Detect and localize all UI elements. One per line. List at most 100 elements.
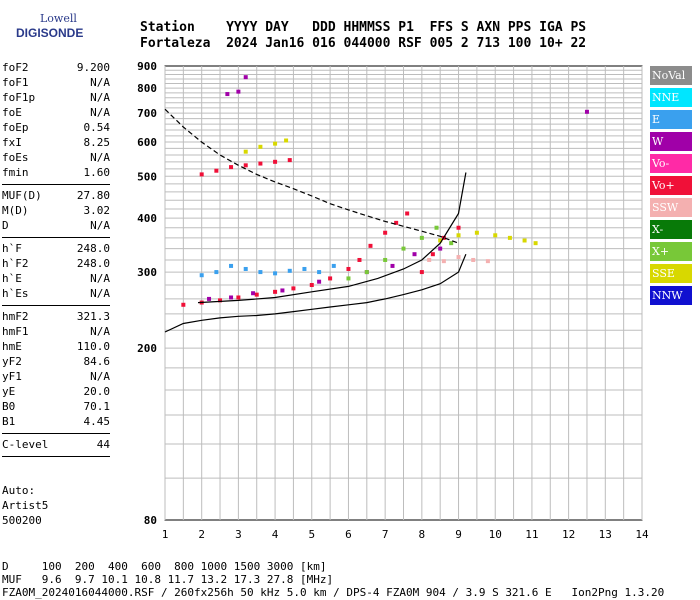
- legend-item-ssw: SSW: [650, 198, 692, 217]
- data-point: [357, 257, 362, 262]
- footer-d-line: D 100 200 400 600 800 1000 1500 3000 [km…: [2, 560, 327, 573]
- param-label: M(D): [2, 204, 29, 217]
- data-point: [258, 161, 263, 166]
- data-point: [284, 138, 289, 143]
- param-row: MUF(D) 27.80: [2, 188, 110, 203]
- data-point: [229, 295, 234, 300]
- param-row: yF2 84.6: [2, 354, 110, 369]
- data-point: [471, 257, 476, 262]
- data-point: [258, 144, 263, 149]
- param-label: hmF2: [2, 310, 29, 323]
- data-point: [383, 257, 388, 262]
- legend-item-vo: Vo-: [650, 154, 692, 173]
- param-label: foF2: [2, 61, 29, 74]
- param-separator: [2, 433, 110, 434]
- data-point: [430, 252, 435, 257]
- data-point: [438, 238, 443, 243]
- data-point: [456, 255, 461, 260]
- data-point: [368, 243, 373, 248]
- param-separator: [2, 305, 110, 306]
- param-row: h`F2 248.0: [2, 256, 110, 271]
- auto-line2: Artist5: [2, 499, 49, 512]
- data-point: [419, 235, 424, 240]
- x-tick-label: 12: [562, 528, 575, 541]
- param-row: foE N/A: [2, 105, 110, 120]
- data-point: [434, 225, 439, 230]
- auto-line1: Auto:: [2, 484, 36, 497]
- data-point: [181, 302, 186, 307]
- data-point: [401, 246, 406, 251]
- param-row: hmE 110.0: [2, 339, 110, 354]
- auto-line3: 500200: [2, 514, 42, 527]
- param-label: fxI: [2, 136, 22, 149]
- param-value: N/A: [90, 106, 110, 119]
- param-value: N/A: [90, 151, 110, 164]
- param-value: 248.0: [76, 257, 110, 270]
- param-label: D: [2, 219, 9, 232]
- data-point: [485, 259, 490, 264]
- y-tick-label: 500: [137, 170, 157, 183]
- color-legend: NoVal NNE E W Vo- Vo+ SSW X- X+ SSE NNW: [650, 66, 692, 308]
- param-separator: [2, 237, 110, 238]
- data-point: [346, 276, 351, 281]
- x-tick-label: 3: [235, 528, 242, 541]
- param-label: foF1p: [2, 91, 36, 104]
- data-point: [243, 163, 248, 168]
- legend-item-sse: SSE: [650, 264, 692, 283]
- param-value: 0.54: [83, 121, 111, 134]
- param-value: N/A: [90, 91, 110, 104]
- legend-item-w: W: [650, 132, 692, 151]
- legend-item-noval: NoVal: [650, 66, 692, 85]
- muf-dashed-curve: [164, 108, 459, 244]
- y-tick-label: 700: [137, 107, 157, 120]
- param-value: 70.1: [83, 400, 111, 413]
- param-label: h`F: [2, 242, 22, 255]
- param-label: yF2: [2, 355, 22, 368]
- legend-item-x: X-: [650, 220, 692, 239]
- legend-item-nne: NNE: [650, 88, 692, 107]
- data-point: [438, 246, 443, 251]
- data-point: [214, 270, 219, 275]
- data-point: [346, 266, 351, 271]
- param-value: 84.6: [83, 355, 111, 368]
- x-tick-label: 5: [308, 528, 315, 541]
- x-tick-label: 9: [455, 528, 462, 541]
- param-row: yE 20.0: [2, 384, 110, 399]
- data-point: [328, 276, 333, 281]
- data-point: [522, 238, 527, 243]
- param-value: 3.02: [83, 204, 111, 217]
- param-label: h`E: [2, 272, 22, 285]
- data-point: [493, 233, 498, 238]
- profile-curve: [197, 172, 467, 304]
- data-point: [383, 230, 388, 235]
- param-value: 248.0: [76, 242, 110, 255]
- param-value: 44: [96, 438, 110, 451]
- param-row: D N/A: [2, 218, 110, 233]
- data-point: [218, 298, 223, 303]
- param-label: h`Es: [2, 287, 29, 300]
- param-row: hmF1 N/A: [2, 324, 110, 339]
- param-label: B1: [2, 415, 16, 428]
- param-value: N/A: [90, 272, 110, 285]
- param-label: hmF1: [2, 325, 29, 338]
- x-tick-label: 7: [382, 528, 389, 541]
- data-point: [254, 292, 259, 297]
- param-label: h`F2: [2, 257, 29, 270]
- data-point: [207, 296, 212, 301]
- profile-curve: [164, 253, 467, 333]
- data-point: [273, 271, 278, 276]
- param-row: foEs N/A: [2, 150, 110, 165]
- param-value: N/A: [90, 219, 110, 232]
- legend-item-x: X+: [650, 242, 692, 261]
- data-point: [229, 263, 234, 268]
- data-point: [405, 211, 410, 216]
- data-point: [291, 286, 296, 291]
- data-point: [456, 233, 461, 238]
- param-value: N/A: [90, 370, 110, 383]
- data-point: [419, 270, 424, 275]
- header-line2: Fortaleza 2024 Jan16 016 044000 RSF 005 …: [140, 36, 587, 51]
- legend-item-vo: Vo+: [650, 176, 692, 195]
- parameter-panel: foF2 9.200 foF1 N/A foF1p N/A foE N/A foEp 0.54 fx…: [2, 60, 110, 460]
- x-tick-label: 6: [345, 528, 352, 541]
- param-value: 110.0: [76, 340, 110, 353]
